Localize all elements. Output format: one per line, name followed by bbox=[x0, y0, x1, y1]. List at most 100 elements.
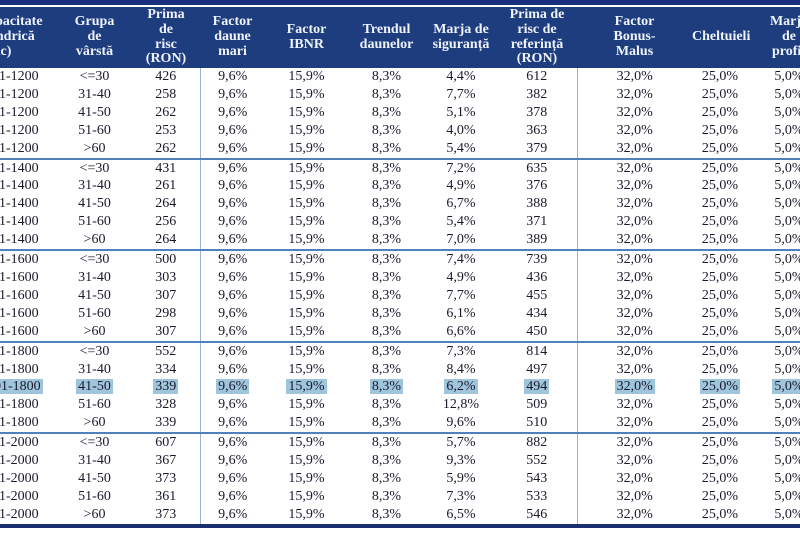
table-row: 1601-1800 31-40 334 9,6% 15,9% 8,3% 8,4% 497 32,… bbox=[0, 360, 800, 379]
cell-trend_daune: 8,3% bbox=[348, 287, 425, 305]
cell-value: 5,0% bbox=[774, 104, 800, 120]
cell-value: 1601-1800 bbox=[0, 379, 43, 395]
cell-value: 15,9% bbox=[288, 506, 325, 522]
cell-marja_siguranta: 7,2% bbox=[425, 159, 497, 178]
cell-prima_risc: 426 bbox=[132, 68, 201, 86]
cell-value: >60 bbox=[83, 415, 106, 431]
cell-value: 41-50 bbox=[78, 196, 111, 212]
cell-capacity: 1001-1200 bbox=[0, 122, 57, 140]
cell-age: 51-60 bbox=[57, 488, 132, 506]
cell-bonus_malus: 32,0% bbox=[577, 452, 692, 470]
cell-marja_profit: 5,0% bbox=[748, 488, 800, 506]
cell-trend_daune: 8,3% bbox=[348, 213, 425, 231]
cell-bonus_malus: 32,0% bbox=[577, 287, 692, 305]
cell-value: 9,6% bbox=[218, 470, 248, 486]
cell-value: 32,0% bbox=[616, 269, 653, 285]
cell-value: 1401-1600 bbox=[0, 269, 39, 285]
cell-value: 434 bbox=[526, 305, 548, 321]
cell-prima_risc: 307 bbox=[132, 286, 201, 305]
cell-factor_ibnr: 15,9% bbox=[265, 287, 348, 305]
cell-marja_siguranta: 6,1% bbox=[425, 305, 497, 323]
cell-factor_daune_mari: 9,6% bbox=[200, 414, 265, 435]
cell-value: 8,3% bbox=[371, 343, 402, 359]
cell-cheltuieli: 25,0% bbox=[692, 177, 748, 195]
cell-factor_daune_mari: 9,6% bbox=[200, 378, 265, 396]
cell-value: 1401-1600 bbox=[0, 323, 39, 339]
cell-prima_risc: 339 bbox=[132, 414, 201, 435]
cell-prima_risc: 373 bbox=[132, 505, 201, 526]
cell-value: 363 bbox=[526, 122, 548, 138]
cell-value: 15,9% bbox=[288, 160, 325, 176]
cell-prima_risc: 253 bbox=[132, 121, 201, 140]
cell-prima_referinta: 494 bbox=[497, 378, 578, 397]
cell-bonus_malus: 32,0% bbox=[577, 195, 692, 213]
cell-bonus_malus: 32,0% bbox=[577, 470, 692, 488]
cell-marja_profit: 5,0% bbox=[748, 231, 800, 252]
cell-value: 5,0% bbox=[774, 470, 800, 486]
cell-value: 1801-2000 bbox=[0, 470, 39, 486]
cell-prima_risc: 262 bbox=[132, 139, 201, 160]
cell-value: 32,0% bbox=[616, 343, 653, 359]
cell-factor_ibnr: 15,9% bbox=[265, 68, 348, 86]
cell-value: 5,0% bbox=[774, 269, 800, 285]
table-row: 1401-1600 31-40 303 9,6% 15,9% 8,3% 4,9% 436 32,… bbox=[0, 268, 800, 287]
cell-value: 1201-1400 bbox=[0, 232, 39, 248]
cell-value: 41-50 bbox=[76, 379, 113, 395]
column-header-ibnr-factor: Factor IBNR bbox=[265, 7, 348, 68]
cell-factor_daune_mari: 9,6% bbox=[200, 213, 265, 231]
cell-value: 25,0% bbox=[701, 252, 739, 268]
cell-value: 32,0% bbox=[616, 435, 653, 451]
cell-value: 9,6% bbox=[218, 69, 248, 84]
cell-value: 8,3% bbox=[371, 287, 402, 303]
cell-trend_daune: 8,3% bbox=[348, 452, 425, 470]
cell-value: 7,7% bbox=[446, 86, 476, 102]
cell-value: 635 bbox=[526, 160, 548, 176]
cell-marja_siguranta: 7,0% bbox=[425, 231, 497, 252]
cell-cheltuieli: 25,0% bbox=[692, 322, 748, 343]
cell-value: 509 bbox=[526, 397, 548, 413]
table-row: 1801-2000 41-50 373 9,6% 15,9% 8,3% 5,9% 543 32,… bbox=[0, 469, 800, 488]
cell-prima_referinta: 379 bbox=[497, 139, 578, 160]
cell-value: 1801-2000 bbox=[0, 435, 39, 451]
cell-bonus_malus: 32,0% bbox=[577, 139, 692, 160]
cell-value: 5,4% bbox=[446, 140, 476, 156]
cell-value: 32,0% bbox=[616, 415, 653, 431]
table-row: 1801-2000 >60 373 9,6% 15,9% 8,3% 6,5% 546 32,0%… bbox=[0, 505, 800, 526]
cell-factor_ibnr: 15,9% bbox=[265, 470, 348, 488]
cell-value: 15,9% bbox=[288, 178, 325, 194]
cell-value: 25,0% bbox=[701, 470, 739, 486]
cell-value: 15,9% bbox=[288, 287, 325, 303]
cell-value: 543 bbox=[526, 470, 548, 486]
cell-capacity: 1201-1400 bbox=[0, 231, 57, 252]
cell-value: 389 bbox=[526, 232, 548, 248]
cell-prima_risc: 256 bbox=[132, 213, 201, 232]
cell-value: 8,3% bbox=[371, 232, 402, 248]
cell-value: 9,6% bbox=[218, 214, 248, 230]
cell-value: 8,3% bbox=[369, 379, 404, 395]
cell-value: 307 bbox=[155, 323, 177, 339]
cell-value: 25,0% bbox=[701, 435, 739, 451]
cell-value: 31-40 bbox=[78, 178, 111, 194]
cell-value: 32,0% bbox=[616, 86, 653, 102]
cell-bonus_malus: 32,0% bbox=[577, 414, 692, 435]
cell-factor_ibnr: 15,9% bbox=[265, 506, 348, 526]
cell-value: 5,0% bbox=[774, 287, 800, 303]
cell-factor_daune_mari: 9,6% bbox=[200, 195, 265, 213]
cell-factor_ibnr: 15,9% bbox=[265, 342, 348, 361]
cell-value: 1401-1600 bbox=[0, 252, 39, 268]
cell-bonus_malus: 32,0% bbox=[577, 86, 692, 104]
cell-prima_referinta: 814 bbox=[497, 341, 578, 361]
cell-bonus_malus: 32,0% bbox=[577, 122, 692, 140]
cell-marja_profit: 5,0% bbox=[748, 361, 800, 379]
cell-marja_siguranta: 6,6% bbox=[425, 322, 497, 343]
cell-factor_ibnr: 15,9% bbox=[265, 122, 348, 140]
cell-capacity: 1801-2000 bbox=[0, 488, 57, 506]
cell-value: 4,9% bbox=[446, 269, 476, 285]
cell-factor_daune_mari: 9,6% bbox=[200, 433, 265, 452]
cell-prima_referinta: 376 bbox=[497, 177, 578, 196]
cell-factor_daune_mari: 9,6% bbox=[200, 104, 265, 122]
cell-value: 9,6% bbox=[218, 323, 248, 339]
cell-age: 51-60 bbox=[57, 213, 132, 231]
cell-age: 41-50 bbox=[57, 287, 132, 305]
cell-capacity: 1601-1800 bbox=[0, 378, 57, 396]
